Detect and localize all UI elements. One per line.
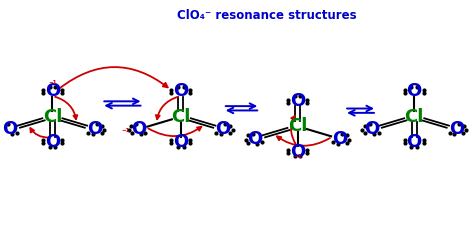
- Text: O: O: [407, 82, 422, 100]
- Text: O: O: [173, 133, 188, 151]
- Text: O: O: [173, 82, 188, 100]
- Text: O: O: [131, 120, 146, 138]
- FancyArrowPatch shape: [30, 128, 50, 138]
- Text: Cl: Cl: [404, 108, 424, 126]
- Text: Cl: Cl: [288, 117, 307, 135]
- Text: O: O: [216, 120, 231, 138]
- Text: O: O: [407, 133, 422, 151]
- FancyArrowPatch shape: [55, 97, 77, 119]
- Text: ⁻¹: ⁻¹: [48, 80, 57, 89]
- Text: ⁻¹: ⁻¹: [122, 128, 130, 137]
- Text: O: O: [449, 120, 465, 138]
- Text: O: O: [290, 143, 305, 161]
- FancyArrowPatch shape: [148, 127, 201, 136]
- Text: ⁻¹: ⁻¹: [293, 154, 302, 163]
- Text: O: O: [2, 120, 18, 138]
- Text: O: O: [87, 120, 102, 138]
- Text: O: O: [247, 130, 263, 148]
- FancyArrowPatch shape: [277, 136, 330, 146]
- FancyArrowPatch shape: [59, 67, 168, 88]
- Text: Cl: Cl: [171, 108, 191, 126]
- Text: Cl: Cl: [43, 108, 62, 126]
- Text: ClO₄⁻ resonance structures: ClO₄⁻ resonance structures: [177, 9, 357, 22]
- Text: O: O: [364, 120, 379, 138]
- Text: O: O: [332, 130, 347, 148]
- FancyArrowPatch shape: [156, 97, 178, 119]
- Text: O: O: [290, 92, 305, 110]
- Text: O: O: [45, 133, 60, 151]
- FancyArrowPatch shape: [291, 116, 296, 145]
- Text: O: O: [45, 82, 60, 100]
